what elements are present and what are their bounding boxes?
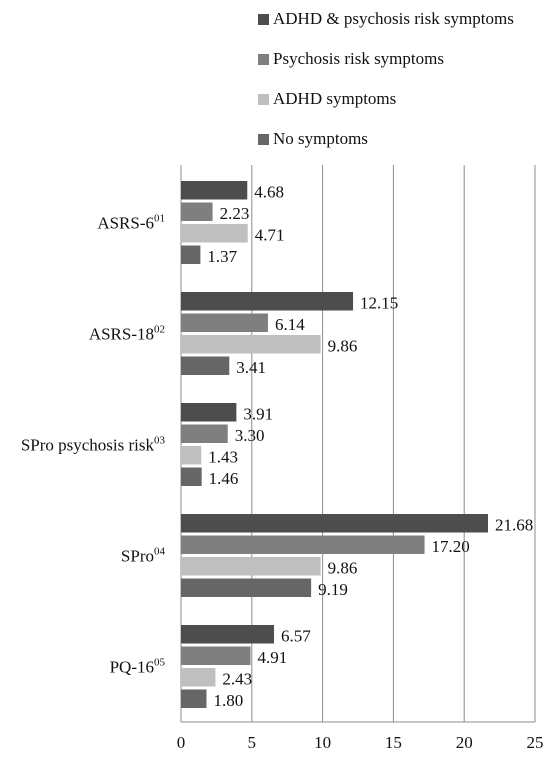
data-label: 1.46 xyxy=(209,469,239,488)
category-label: PQ-1605 xyxy=(110,657,166,677)
data-label: 9.19 xyxy=(318,580,348,599)
data-label: 9.86 xyxy=(328,337,358,356)
data-label: 1.80 xyxy=(213,691,243,710)
legend: ADHD & psychosis risk symptoms Psychosis … xyxy=(258,9,514,148)
x-tick-label: 0 xyxy=(177,733,186,752)
data-label: 2.43 xyxy=(222,670,252,689)
bar xyxy=(181,689,207,708)
data-label: 4.68 xyxy=(254,183,284,202)
bar xyxy=(181,446,202,465)
bar xyxy=(181,245,201,264)
bar xyxy=(181,181,248,200)
bar xyxy=(181,535,425,554)
bar xyxy=(181,668,216,687)
x-tick-label: 15 xyxy=(385,733,402,752)
bar xyxy=(181,514,488,533)
bar xyxy=(181,335,321,354)
data-label: 9.86 xyxy=(328,559,358,578)
bar xyxy=(181,646,251,665)
x-tick-label: 20 xyxy=(456,733,473,752)
bar xyxy=(181,557,321,576)
legend-label: Psychosis risk symptoms xyxy=(273,49,444,68)
bar xyxy=(181,313,268,332)
legend-label: ADHD symptoms xyxy=(273,89,396,108)
legend-swatch xyxy=(258,94,269,105)
data-label: 17.20 xyxy=(432,537,470,556)
bar xyxy=(181,356,230,375)
bar xyxy=(181,224,248,243)
data-label: 12.15 xyxy=(360,294,398,313)
legend-label: No symptoms xyxy=(273,129,368,148)
data-label: 4.71 xyxy=(255,226,285,245)
bar xyxy=(181,424,228,443)
bar xyxy=(181,292,354,311)
data-label: 21.68 xyxy=(495,516,533,535)
data-label: 3.41 xyxy=(236,358,266,377)
category-label: ASRS-1802 xyxy=(89,324,165,344)
data-label: 4.91 xyxy=(258,648,288,667)
x-axis-ticks: 0 5 10 15 20 25 xyxy=(177,733,544,752)
x-tick-label: 10 xyxy=(314,733,331,752)
bar xyxy=(181,578,312,597)
category-label: SPro psychosis risk03 xyxy=(21,435,166,455)
data-label: 2.23 xyxy=(220,204,250,223)
data-label: 6.14 xyxy=(275,315,305,334)
legend-swatch xyxy=(258,54,269,65)
x-tick-label: 25 xyxy=(527,733,544,752)
legend-swatch xyxy=(258,134,269,145)
x-tick-label: 5 xyxy=(248,733,257,752)
legend-label: ADHD & psychosis risk symptoms xyxy=(273,9,514,28)
data-label: 3.30 xyxy=(235,426,265,445)
legend-swatch xyxy=(258,14,269,25)
data-label: 3.91 xyxy=(243,405,273,424)
data-label: 1.43 xyxy=(208,448,238,467)
category-labels: ASRS-601 ASRS-1802 SPro psychosis risk03 SP… xyxy=(21,213,166,677)
bar xyxy=(181,202,213,221)
category-label: SPro04 xyxy=(121,546,166,566)
category-label: ASRS-601 xyxy=(97,213,165,233)
bar xyxy=(181,403,237,422)
data-label: 6.57 xyxy=(281,627,311,646)
bars: 4.682.23 4.71 1.37 12.15 6.14 9.86 3.41 3.91 3.3… xyxy=(181,181,533,710)
data-label: 1.37 xyxy=(207,247,237,266)
bar xyxy=(181,625,275,644)
bar xyxy=(181,467,202,486)
